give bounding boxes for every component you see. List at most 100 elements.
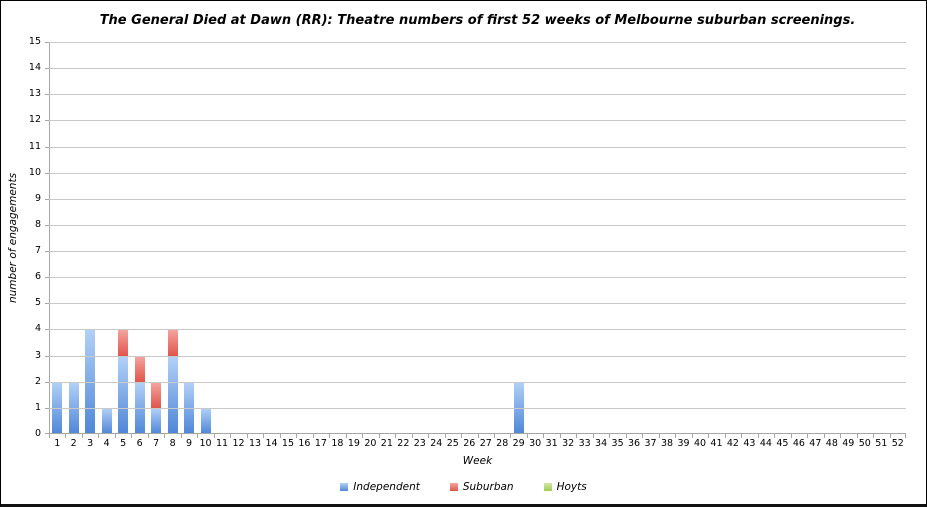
y-tick-12 <box>45 120 49 122</box>
x-tick-28 <box>510 434 512 438</box>
x-tick-48 <box>840 434 842 438</box>
bar-independent-week-10 <box>200 407 211 434</box>
x-tick-32 <box>576 434 578 438</box>
gridline-7 <box>49 251 906 253</box>
y-tick-3 <box>45 355 49 357</box>
x-tick-17 <box>329 434 331 438</box>
x-tick-21 <box>395 434 397 438</box>
x-axis-label-40: 40 <box>693 438 707 449</box>
x-tick-24 <box>444 434 446 438</box>
x-axis-label-12: 12 <box>232 438 245 449</box>
bar-independent-week-5 <box>118 355 129 434</box>
bar-suburban-week-5 <box>118 329 129 356</box>
bar-suburban-week-7 <box>151 381 162 408</box>
y-tick-7 <box>45 251 49 253</box>
x-axis-label-4: 4 <box>103 438 110 449</box>
x-axis-label-28: 28 <box>496 438 509 449</box>
y-axis-label-1: 1 <box>34 401 41 413</box>
x-tick-39 <box>691 434 693 438</box>
x-axis-label-2: 2 <box>70 438 77 449</box>
x-axis-label-51: 51 <box>875 438 888 449</box>
x-axis-label-30: 30 <box>529 438 542 449</box>
x-axis-label-48: 48 <box>825 438 838 449</box>
x-axis-label-16: 16 <box>298 438 311 449</box>
y-tick-4 <box>45 329 49 331</box>
gridline-4 <box>49 329 906 331</box>
x-axis-labels: 1 2 3 4 5 6 7 8 9 10 11 12 13 14 15 16 17 18 19 20 21 22 23 24 2… <box>49 438 906 450</box>
x-tick-30 <box>543 434 545 438</box>
x-tick-5 <box>131 434 133 438</box>
x-axis-label-5: 5 <box>120 438 127 449</box>
x-axis-label-7: 7 <box>153 438 160 449</box>
bar-independent-week-7 <box>151 407 162 434</box>
x-tick-7 <box>164 434 166 438</box>
x-axis-label-45: 45 <box>776 438 789 449</box>
legend-swatch-independent <box>340 483 349 491</box>
x-tick-19 <box>362 434 364 438</box>
x-tick-49 <box>856 434 858 438</box>
x-tick-8 <box>180 434 182 438</box>
x-tick-11 <box>230 434 232 438</box>
x-axis-label-19: 19 <box>347 438 360 449</box>
x-axis-title: Week <box>462 455 493 467</box>
x-axis-label-29: 29 <box>512 438 525 449</box>
bar-suburban-week-8 <box>167 329 178 356</box>
x-tick-10 <box>213 434 215 438</box>
x-tick-18 <box>345 434 347 438</box>
x-tick-23 <box>428 434 430 438</box>
bar-independent-week-9 <box>184 381 195 434</box>
y-tick-5 <box>45 303 49 305</box>
y-axis-label-12: 12 <box>28 114 41 126</box>
x-axis-label-1: 1 <box>54 438 61 449</box>
x-axis-label-24: 24 <box>430 438 443 449</box>
y-axis-labels: 0 1 2 3 4 5 6 7 8 9 10 11 12 13 14 15 <box>1 36 41 439</box>
y-axis-label-6: 6 <box>34 271 41 283</box>
x-axis-label-34: 34 <box>595 438 608 449</box>
x-tick-14 <box>279 434 281 438</box>
gridline-10 <box>49 172 906 174</box>
bar-independent-week-8 <box>167 355 178 434</box>
x-axis-label-32: 32 <box>562 438 575 449</box>
y-tick-15 <box>45 42 49 43</box>
bar-independent-week-4 <box>101 407 112 434</box>
legend-swatch-hoyts <box>543 483 552 491</box>
x-axis-label-13: 13 <box>248 438 262 449</box>
x-tick-42 <box>741 434 743 438</box>
x-tick-41 <box>724 434 726 438</box>
x-tick-34 <box>609 434 611 438</box>
x-axis-label-21: 21 <box>380 438 393 449</box>
y-tick-11 <box>45 146 49 148</box>
legend-label-hoyts: Hoyts <box>556 481 587 493</box>
x-tick-33 <box>592 434 594 438</box>
x-tick-9 <box>197 434 199 438</box>
chart-title: The General Died at Dawn (RR): Theatre n… <box>99 13 856 28</box>
y-tick-0 <box>45 433 49 434</box>
x-axis-label-46: 46 <box>792 438 805 449</box>
y-tick-8 <box>45 224 49 226</box>
x-axis-label-27: 27 <box>479 438 492 449</box>
x-axis-label-50: 50 <box>858 438 871 449</box>
y-tick-10 <box>45 172 49 174</box>
x-axis-label-23: 23 <box>413 438 426 449</box>
y-axis-label-8: 8 <box>34 218 41 230</box>
x-axis-label-17: 17 <box>314 438 327 449</box>
y-axis-label-11: 11 <box>28 140 41 152</box>
y-tick-13 <box>45 94 49 96</box>
x-axis-label-42: 42 <box>726 438 739 449</box>
x-axis-label-33: 33 <box>578 438 591 449</box>
legend-label-suburban: Suburban <box>462 481 514 493</box>
x-axis-label-18: 18 <box>331 438 344 449</box>
legend-label-independent: Independent <box>353 481 420 493</box>
x-axis-label-36: 36 <box>628 438 641 449</box>
plot-area <box>45 42 906 438</box>
x-tick-13 <box>263 434 265 438</box>
y-tick-14 <box>45 68 49 70</box>
x-tick-4 <box>114 434 116 438</box>
legend: Independent Suburban Hoyts <box>1 481 926 493</box>
gridline-8 <box>49 224 906 226</box>
legend-item-hoyts: Hoyts <box>543 481 587 493</box>
y-axis-label-15: 15 <box>28 36 41 47</box>
x-axis-label-8: 8 <box>169 438 176 449</box>
x-tick-51 <box>889 434 891 438</box>
gridline-13 <box>49 94 906 96</box>
